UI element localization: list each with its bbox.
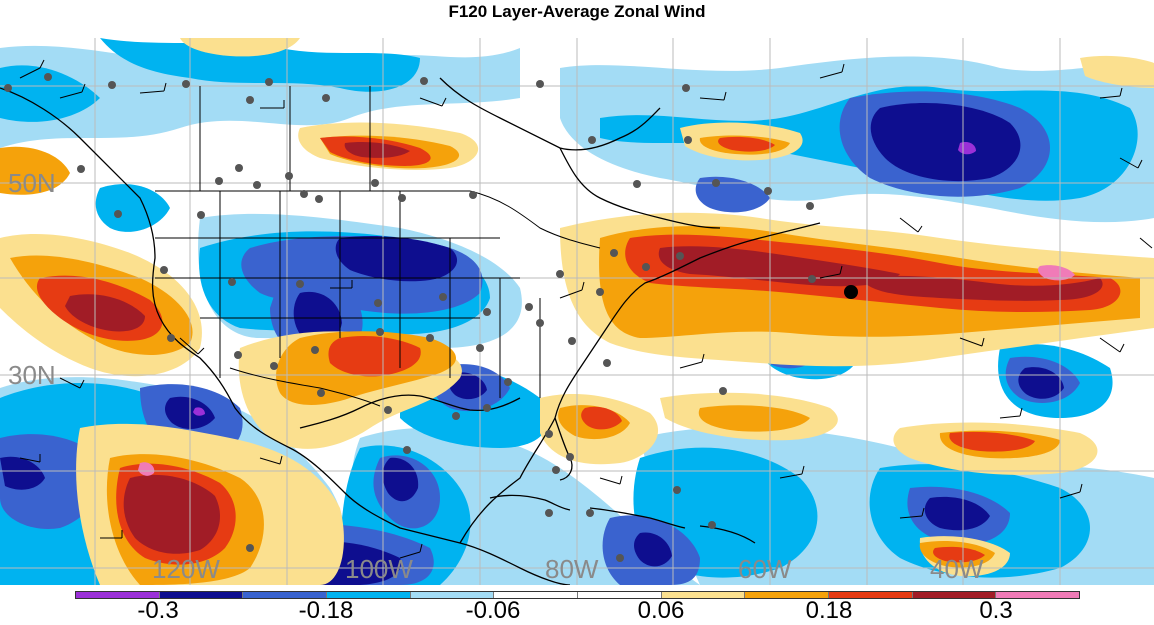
colorbar-tick-label: -0.06: [465, 597, 521, 624]
lon-label-100w: 100W: [345, 554, 413, 584]
station-markers: [4, 73, 858, 562]
lon-label-80w: 80W: [545, 554, 599, 584]
colorbar-tick-label: -0.18: [298, 597, 354, 624]
colorbar-segment: [326, 592, 410, 598]
colorbar-segment: [660, 592, 745, 598]
colorbar-segment: [493, 592, 578, 598]
zonal-wind-field: [0, 38, 1154, 585]
lat-lon-grid: [0, 38, 1154, 585]
colorbar-segment: [409, 592, 494, 598]
colorbar-tick-label: 0.3: [979, 597, 1013, 624]
colorbar-segment: [744, 592, 829, 598]
colorbar-tick-label: 0.06: [637, 597, 685, 624]
lon-label-120w: 120W: [152, 554, 220, 584]
colorbar-segment: [158, 592, 243, 598]
colorbar-segment: [577, 592, 661, 598]
lon-label-60w: 60W: [738, 554, 792, 584]
map-title: F120 Layer-Average Zonal Wind: [448, 2, 706, 21]
colorbar-segment: [242, 592, 327, 598]
lon-label-40w: 40W: [930, 554, 984, 584]
wind-barbs: [19, 59, 1153, 559]
colorbar-tick-label: -0.3: [137, 597, 179, 624]
colorbar: [75, 591, 1080, 599]
lat-label-50n: 50N: [8, 168, 56, 198]
map-panel[interactable]: 50N 30N 120W 100W 80W 60W 40W: [0, 38, 1154, 585]
colorbar-segment: [995, 592, 1080, 598]
political-borders: [155, 86, 601, 407]
colorbar-tick-label: 0.18: [805, 597, 853, 624]
colorbar-segment: [76, 592, 159, 598]
lat-label-30n: 30N: [8, 360, 56, 390]
colorbar-segment: [828, 592, 912, 598]
colorbar-segment: [911, 592, 996, 598]
